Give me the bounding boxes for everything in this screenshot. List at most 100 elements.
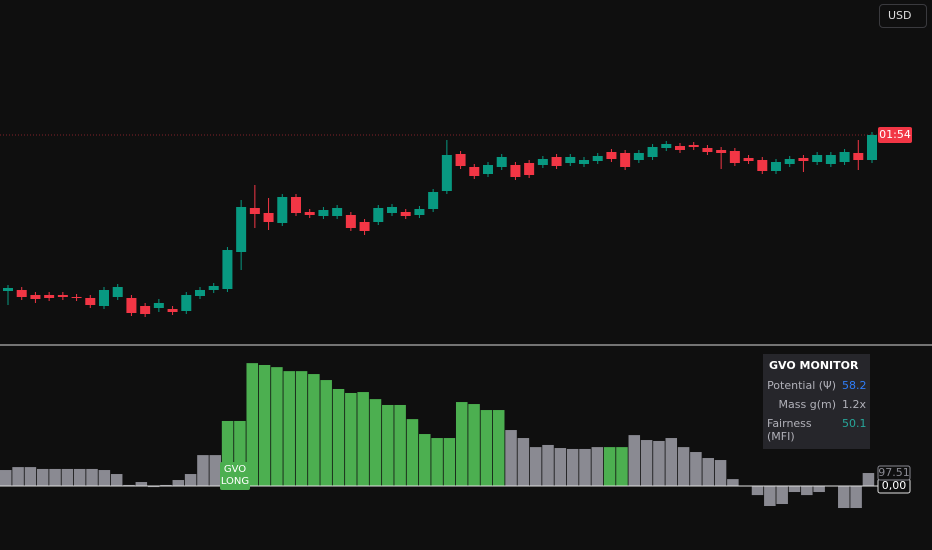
row-label: Mass g(m) bbox=[778, 398, 836, 411]
candle-body bbox=[291, 197, 301, 213]
candle-body bbox=[757, 160, 768, 171]
monitor-panel: GVO MONITOR Potential (Ψ) 58.2 Mass g(m) 1… bbox=[763, 354, 870, 449]
candle-body bbox=[208, 286, 219, 290]
candle-body bbox=[44, 295, 55, 298]
candle-body bbox=[167, 309, 178, 312]
histogram-bar bbox=[0, 470, 12, 487]
y-tick-label: 0,00 bbox=[882, 479, 907, 492]
candle-body bbox=[633, 153, 644, 160]
histogram-bar bbox=[801, 486, 813, 496]
histogram-bar bbox=[640, 440, 653, 487]
row-label: Fairness (MFI) bbox=[767, 417, 812, 443]
histogram-bar bbox=[110, 474, 123, 487]
histogram-bar bbox=[271, 367, 283, 487]
histogram-bar bbox=[172, 480, 185, 487]
histogram-bar bbox=[690, 452, 702, 487]
row-value: 58.2 bbox=[842, 379, 867, 392]
histogram-bar bbox=[357, 392, 369, 487]
histogram-bar bbox=[308, 374, 320, 487]
histogram-bar bbox=[49, 468, 61, 487]
candle-body bbox=[469, 167, 480, 176]
candle-body bbox=[263, 213, 274, 222]
histogram-bar bbox=[36, 468, 49, 487]
histogram-bar bbox=[246, 363, 259, 487]
histogram-bar bbox=[443, 438, 456, 487]
candle-body bbox=[428, 192, 439, 209]
candle-body bbox=[249, 208, 260, 214]
candle-body bbox=[455, 154, 466, 166]
countdown: 01:54 bbox=[879, 128, 911, 141]
histogram-bar bbox=[616, 447, 628, 487]
histogram-bar bbox=[492, 410, 505, 487]
histogram-bar bbox=[419, 434, 431, 487]
candle-body bbox=[332, 208, 343, 216]
histogram-bar bbox=[480, 410, 493, 487]
candle-body bbox=[771, 162, 781, 171]
candle-body bbox=[3, 288, 13, 291]
histogram-bar bbox=[394, 404, 406, 487]
candle-body bbox=[565, 157, 576, 163]
candle-body bbox=[510, 165, 521, 177]
candle-body bbox=[112, 287, 123, 297]
candle-body bbox=[304, 212, 315, 215]
candle-body bbox=[825, 155, 836, 164]
monitor-row: Mass g(m) 1.2x bbox=[763, 395, 870, 414]
histogram-bar bbox=[73, 468, 86, 487]
last-value-label: 97.51 bbox=[878, 466, 910, 479]
histogram-bar bbox=[431, 438, 443, 487]
histogram-bar bbox=[591, 447, 604, 487]
countdown-tag bbox=[878, 127, 912, 143]
histogram-bar bbox=[98, 470, 111, 487]
histogram-bar bbox=[197, 455, 209, 487]
histogram-bar bbox=[653, 440, 665, 487]
candle-body bbox=[716, 150, 727, 153]
candle-body bbox=[16, 290, 27, 297]
histogram-bar bbox=[517, 438, 530, 487]
candle-body bbox=[85, 298, 96, 305]
histogram-bar bbox=[295, 371, 308, 487]
histogram-bar bbox=[406, 419, 419, 487]
histogram-bar bbox=[468, 404, 480, 487]
candle-body bbox=[729, 151, 740, 163]
histogram-bar bbox=[764, 486, 776, 507]
candle-body bbox=[236, 207, 247, 252]
histogram-bar bbox=[579, 448, 591, 487]
histogram-bar bbox=[24, 467, 37, 487]
candle-body bbox=[99, 290, 109, 306]
histogram-bar bbox=[345, 392, 357, 487]
candle-body bbox=[195, 290, 205, 296]
candle-body bbox=[277, 197, 288, 223]
candle-body bbox=[524, 163, 535, 175]
histogram-bar bbox=[529, 447, 542, 487]
histogram-bar bbox=[382, 404, 394, 487]
histogram-bar bbox=[61, 468, 74, 487]
histogram-bar bbox=[862, 473, 875, 487]
histogram-bar bbox=[727, 479, 739, 487]
histogram-bar bbox=[838, 486, 850, 509]
histogram-bar bbox=[160, 484, 172, 487]
candle-body bbox=[318, 210, 329, 216]
candle-body bbox=[153, 303, 164, 308]
monitor-title: GVO MONITOR bbox=[769, 359, 859, 372]
histogram-bar bbox=[603, 447, 616, 487]
candle-body bbox=[359, 222, 370, 231]
histogram-bar bbox=[12, 467, 24, 487]
candle-body bbox=[784, 159, 795, 164]
candle-body bbox=[592, 156, 603, 161]
histogram-bar bbox=[628, 435, 641, 487]
candle-body bbox=[140, 306, 151, 314]
histogram-bar bbox=[369, 399, 382, 487]
histogram-bar bbox=[86, 468, 98, 487]
candle-body bbox=[387, 207, 397, 213]
histogram-bar bbox=[123, 484, 135, 487]
row-value: 50.1 bbox=[842, 417, 867, 430]
histogram-bar bbox=[554, 448, 567, 487]
currency-button[interactable]: USD bbox=[879, 4, 927, 28]
histogram-bar bbox=[505, 430, 517, 487]
candle-body bbox=[373, 208, 384, 222]
candle-body bbox=[537, 159, 548, 165]
candle-body bbox=[496, 157, 507, 167]
candle-body bbox=[647, 147, 658, 157]
histogram-bar bbox=[813, 486, 825, 493]
